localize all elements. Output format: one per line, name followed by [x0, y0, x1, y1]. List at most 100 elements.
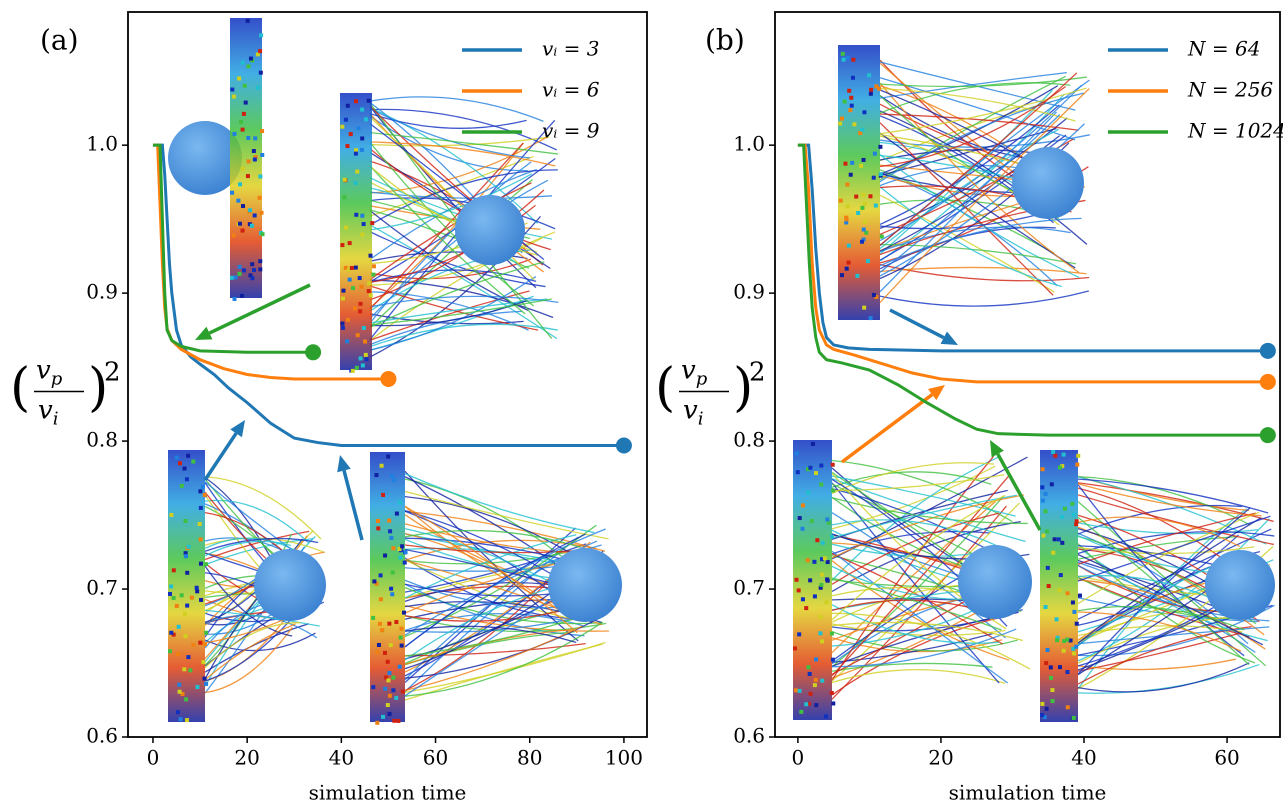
polymer-bead: [245, 18, 250, 23]
polymer-bead: [198, 505, 203, 510]
polymer-bead: [341, 288, 346, 293]
polymer-bead: [861, 192, 866, 197]
polymer-bead: [814, 703, 819, 708]
polymer-bead: [184, 554, 189, 559]
polymer-bead: [820, 639, 825, 644]
line-series: [797, 143, 1268, 353]
polymer-bead: [390, 592, 395, 597]
polymer-bead: [252, 213, 257, 218]
polymer-bead: [868, 194, 873, 199]
polymer-bead: [809, 519, 814, 524]
polymer-chain: [204, 499, 310, 544]
polymer-bead: [830, 534, 835, 539]
polymer-bead: [401, 610, 406, 615]
particle: [1012, 147, 1084, 219]
polymer-bead: [806, 701, 811, 706]
polymer-bead: [797, 516, 802, 521]
polymer-bead: [403, 550, 408, 555]
polymer-bead: [248, 273, 253, 278]
polymer-bead: [175, 710, 180, 715]
polymer-chain: [831, 482, 1000, 684]
polymer-chain: [879, 122, 1054, 296]
polymer-bead: [388, 529, 393, 534]
polymer-bead: [1075, 462, 1080, 467]
polymer-chain: [879, 290, 1089, 307]
y-label-paren: ): [88, 358, 108, 418]
polymer-bead: [171, 595, 176, 600]
polymer-chain: [369, 231, 556, 342]
polymer-chain: [831, 475, 1016, 517]
polymer-bead: [800, 526, 805, 531]
polymer-bead: [810, 441, 815, 446]
polymer-chain: [831, 621, 1024, 642]
polymer-chain: [369, 237, 543, 286]
polymer-bead: [204, 681, 209, 686]
polymer-bead: [169, 584, 174, 589]
polymer-bead: [340, 124, 345, 129]
polymer-bead: [1041, 533, 1046, 538]
polymer-bead: [847, 88, 852, 93]
y-tick-label: 0.8: [86, 428, 118, 452]
polymer-bead: [344, 225, 349, 230]
polymer-chain: [831, 632, 993, 664]
polymer-bead: [375, 518, 380, 523]
polymer-bead: [230, 87, 235, 92]
polymer-bead: [367, 281, 372, 286]
polymer-bead: [169, 630, 174, 635]
polymer-bead: [366, 289, 371, 294]
polymer-bead: [260, 232, 265, 237]
polymer-bead: [818, 585, 823, 590]
polymer-bead: [871, 292, 876, 297]
polymer-bead: [240, 166, 245, 171]
polymer-bead: [806, 665, 811, 670]
polymer-chain: [831, 494, 1017, 539]
polymer-chain: [831, 550, 1009, 684]
y-label-denominator: vi: [38, 396, 58, 430]
polymer-bead: [806, 490, 811, 495]
polymer-bead: [253, 136, 258, 141]
polymer-bead: [385, 659, 390, 664]
y-label-numerator: vp: [681, 356, 708, 390]
polymer-bead: [377, 621, 382, 626]
polymer-chain: [369, 323, 558, 348]
polymer-bead: [1048, 665, 1053, 670]
polymer-bead: [356, 126, 361, 131]
polymer-bead: [1043, 605, 1048, 610]
polymer-bead: [360, 107, 365, 112]
polymer-chain: [204, 610, 300, 682]
polymer-bead: [177, 461, 182, 466]
polymer-bead: [256, 85, 261, 90]
polymer-chain: [879, 84, 1083, 242]
polymer-bead: [1060, 514, 1065, 519]
polymer-bead: [1061, 452, 1066, 457]
polymer-bead: [399, 626, 404, 631]
polymer-bead: [830, 462, 835, 467]
polymer-bead: [839, 116, 844, 121]
polymer-chain: [369, 108, 558, 151]
polymer-bead: [813, 471, 818, 476]
polymer-chain: [1077, 515, 1271, 582]
polymer-chain: [369, 168, 537, 260]
polymer-chain: [369, 197, 556, 230]
polymer-bead: [239, 120, 244, 125]
polymer-bead: [859, 163, 864, 168]
polymer-bead: [1071, 512, 1076, 517]
polymer-bead: [231, 233, 236, 238]
polymer-bead: [878, 172, 883, 177]
polymer-bead: [851, 57, 856, 62]
polymer-bead: [845, 182, 850, 187]
polymer-chain: [369, 261, 545, 328]
polymer-bead: [383, 686, 388, 691]
polymer-chain: [831, 494, 1006, 621]
y-label-exponent: 2: [104, 358, 121, 388]
polymer-bead: [877, 86, 882, 91]
polymer-bead: [793, 646, 798, 651]
polymer-bead: [374, 473, 379, 478]
polymer-bead: [353, 151, 358, 156]
polymer-chain: [1077, 626, 1270, 645]
polymer-chain: [879, 75, 1066, 181]
polymer-bead: [231, 94, 236, 99]
polymer-chain: [369, 165, 526, 315]
polymer-bead: [390, 473, 395, 478]
arrow-head: [337, 455, 351, 473]
